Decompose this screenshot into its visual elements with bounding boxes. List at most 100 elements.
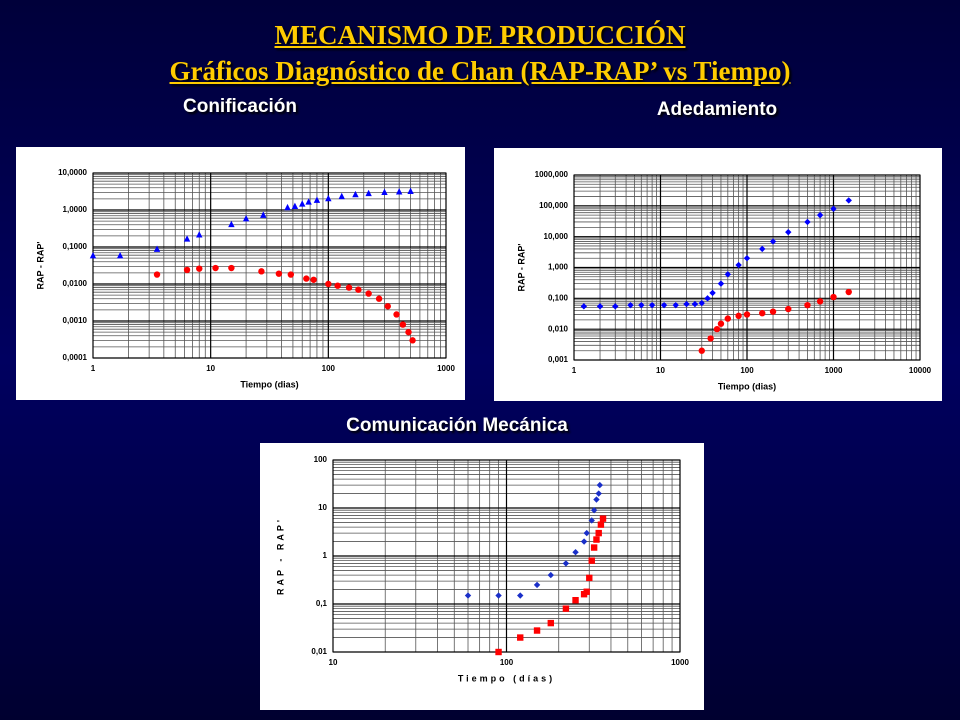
y-axis-label: RAP - RAP' <box>275 517 285 595</box>
point <box>698 347 705 354</box>
x-tick-label: 10 <box>329 658 338 667</box>
y-tick-label: 0,0100 <box>63 279 88 288</box>
point <box>691 300 699 308</box>
point <box>303 275 310 282</box>
point <box>355 286 362 293</box>
chart: 1 10 100 1000 10000 0,001 0,010 0,100 1,000 10,00… <box>494 148 942 401</box>
point <box>291 202 299 209</box>
point <box>325 280 332 288</box>
point <box>704 295 711 302</box>
chart-title: Comunicación Mecánica <box>346 415 568 436</box>
point <box>305 198 312 205</box>
point <box>769 238 777 245</box>
point <box>804 301 811 309</box>
point <box>375 295 383 302</box>
chart: 1 10 100 1000 0,0001 0,0010 0,0100 0,1000 1,0000… <box>16 147 465 400</box>
x-axis-label: Tiempo (dias) <box>718 381 776 391</box>
x-axis-label: Tiempo (días) <box>458 673 555 683</box>
point <box>595 490 602 497</box>
y-tick-label: 0,1000 <box>63 242 88 251</box>
point <box>717 280 725 287</box>
point <box>153 245 161 252</box>
point <box>464 592 472 599</box>
point <box>735 312 742 320</box>
point <box>593 496 600 503</box>
y-tick-label: 1000,000 <box>535 170 569 179</box>
x-tick-label: 1 <box>572 366 577 375</box>
point <box>407 187 414 195</box>
point <box>759 309 766 317</box>
point <box>365 290 372 297</box>
x-tick-label: 100 <box>740 366 754 375</box>
chart-title: Conificación <box>182 96 298 117</box>
point <box>785 305 792 313</box>
y-tick-label: 10,0000 <box>58 168 87 177</box>
point <box>405 328 412 336</box>
point <box>743 311 751 318</box>
point <box>395 188 403 195</box>
point <box>365 189 372 197</box>
point <box>116 252 124 259</box>
point <box>580 303 588 310</box>
point <box>325 194 332 202</box>
point <box>338 192 345 200</box>
y-tick-label: 0,0001 <box>63 353 88 362</box>
y-tick-label: 10,000 <box>544 232 569 241</box>
y-tick-label: 0,100 <box>548 293 569 302</box>
point <box>648 301 656 309</box>
x-tick-label: 1000 <box>825 366 843 375</box>
slide-title: MECANISMO DE PRODUCCIÓN <box>274 20 686 50</box>
point <box>593 536 600 543</box>
point <box>816 298 824 305</box>
x-tick-label: 1 <box>91 364 96 373</box>
x-tick-label: 1000 <box>437 364 455 373</box>
point <box>717 320 725 327</box>
point <box>196 265 203 272</box>
point <box>183 235 191 242</box>
point <box>384 303 391 310</box>
point <box>583 588 590 595</box>
slide-subtitle: Gráficos Diagnóstico de Chan (RAP-RAP’ v… <box>169 56 791 86</box>
point <box>683 300 690 308</box>
point <box>599 515 607 522</box>
point <box>260 211 267 218</box>
point <box>258 268 265 275</box>
point <box>275 270 283 277</box>
point <box>345 284 353 291</box>
point <box>713 325 721 333</box>
x-axis-label: Tiempo (dias) <box>240 379 298 389</box>
point <box>583 529 590 537</box>
point <box>743 255 751 262</box>
point <box>698 299 705 307</box>
point <box>562 605 570 612</box>
point <box>212 264 219 272</box>
chart: 10 100 1000 0,01 0,1 1 10 100 Tiempo (días) RAP -… <box>260 443 704 710</box>
point <box>313 196 321 203</box>
x-tick-label: 1000 <box>671 658 689 667</box>
point <box>299 200 306 207</box>
chart-title: Adedamiento <box>656 99 778 120</box>
point <box>399 321 407 328</box>
point <box>596 481 604 489</box>
point <box>533 627 541 634</box>
y-axis-label: RAP - RAP' <box>516 244 526 292</box>
point <box>588 557 595 564</box>
point <box>586 574 593 582</box>
point <box>709 289 716 297</box>
point <box>580 538 588 545</box>
y-tick-label: 0,0010 <box>63 316 88 325</box>
point <box>845 197 852 204</box>
y-tick-label: 0,01 <box>311 647 327 656</box>
plot-area <box>92 172 447 359</box>
point <box>572 596 579 604</box>
point <box>284 203 291 211</box>
point <box>590 544 598 551</box>
y-tick-label: 1,000 <box>548 263 569 272</box>
point <box>627 301 634 309</box>
point <box>707 335 714 342</box>
point <box>830 205 837 213</box>
y-tick-label: 10 <box>318 503 327 512</box>
point <box>547 571 554 579</box>
